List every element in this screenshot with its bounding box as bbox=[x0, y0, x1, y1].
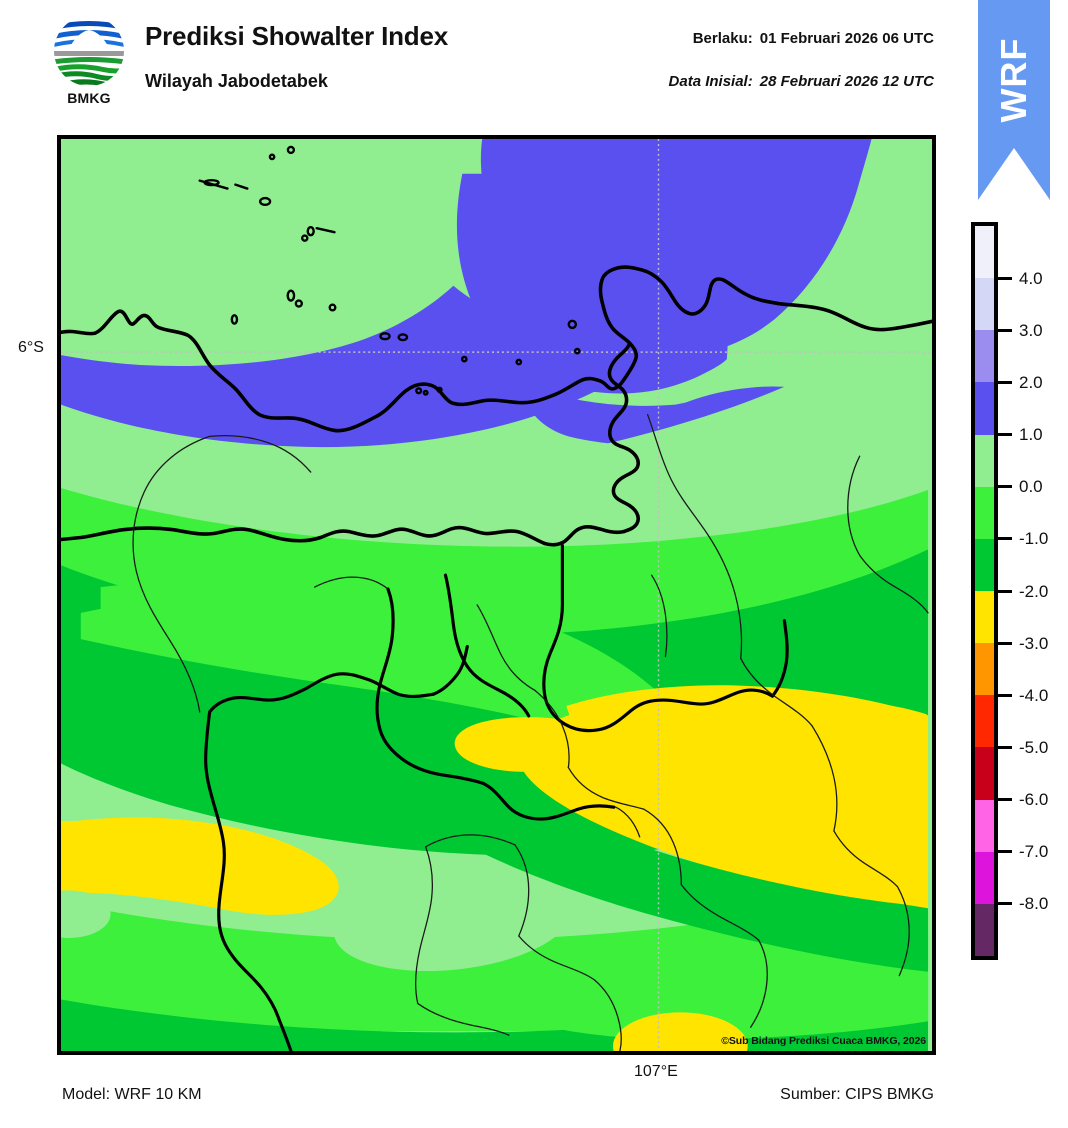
colorbar-tick-label: 4.0 bbox=[1019, 268, 1043, 288]
colorbar-ticks: 4.0 3.0 2.0 1.0 0.0 -1.0 -2.0 -3.0 -4.0 -5.0 -6.0 -… bbox=[998, 222, 1068, 960]
colorbar-band-12 bbox=[975, 851, 994, 904]
colorbar-tick-label: -6.0 bbox=[1019, 790, 1049, 810]
bmkg-logo-label: BMKG bbox=[67, 90, 111, 106]
footer-source: Sumber: CIPS BMKG bbox=[780, 1086, 934, 1103]
colorbar-tick-mark bbox=[998, 798, 1012, 802]
valid-time: Berlaku: 01 Februari 2026 06 UTC bbox=[693, 30, 934, 47]
colorbar-band-3 bbox=[975, 382, 994, 435]
latitude-tick-label: 6°S bbox=[18, 339, 44, 356]
map-canvas bbox=[61, 139, 932, 1051]
colorbar-tick-label: -4.0 bbox=[1019, 685, 1049, 705]
colorbar[interactable] bbox=[971, 222, 998, 960]
colorbar-tick-label: 2.0 bbox=[1019, 372, 1043, 392]
colorbar-band-7 bbox=[975, 590, 994, 644]
colorbar-tick-mark bbox=[998, 850, 1012, 854]
colorbar-tick-label: -7.0 bbox=[1019, 842, 1049, 862]
initial-data-time: Data Inisial: 28 Februari 2026 12 UTC bbox=[669, 73, 934, 90]
admin-border-thin bbox=[132, 413, 929, 1051]
bmkg-logo: BMKG bbox=[47, 14, 131, 106]
contour-band-m2tom1-underyellow bbox=[404, 773, 929, 972]
admin-border-thick bbox=[204, 543, 789, 1051]
islands-group bbox=[198, 145, 581, 396]
colorbar-band-13 bbox=[975, 903, 994, 956]
colorbar-band-5 bbox=[975, 486, 994, 539]
colorbar-tick-mark bbox=[998, 276, 1012, 280]
colorbar-band-8 bbox=[975, 643, 994, 696]
bmkg-logo-mark bbox=[54, 16, 124, 86]
forecast-map[interactable]: ©Sub Bidang Prediksi Cuaca BMKG, 2026 bbox=[57, 135, 936, 1055]
wrf-ribbon-label: WRF bbox=[993, 37, 1034, 123]
colorbar-tick-mark bbox=[998, 380, 1012, 384]
colorbar-tick-mark bbox=[998, 902, 1012, 906]
contour-band-1to2-lowerlobe bbox=[61, 285, 652, 448]
colorbar-band-2 bbox=[975, 330, 994, 383]
coastline-group bbox=[61, 265, 932, 547]
colorbar-tick-mark bbox=[998, 693, 1012, 697]
contour-finger-m3tom2-west bbox=[454, 717, 618, 772]
contour-pocket-m3tom2-west2 bbox=[61, 821, 208, 890]
colorbar-band-4 bbox=[975, 434, 994, 487]
wrf-ribbon-banner: WRF bbox=[978, 0, 1050, 200]
colorbar-tick-label: -3.0 bbox=[1019, 633, 1049, 653]
colorbar-band-10 bbox=[975, 747, 994, 800]
colorbar-tick-mark bbox=[998, 433, 1012, 437]
footer-model: Model: WRF 10 KM bbox=[62, 1086, 202, 1103]
contour-band-0to1-belt bbox=[61, 297, 929, 551]
contour-pocket-m3tom2-southedge bbox=[612, 1012, 748, 1051]
map-credit: ©Sub Bidang Prediksi Cuaca BMKG, 2026 bbox=[721, 1035, 926, 1047]
colorbar-tick-label: -5.0 bbox=[1019, 737, 1049, 757]
valid-time-label: Berlaku: bbox=[692, 30, 753, 47]
colorbar-band-11 bbox=[975, 799, 994, 852]
colorbar-tick-label: -8.0 bbox=[1019, 894, 1049, 914]
contour-pocket-0to1-southwest bbox=[61, 890, 111, 938]
colorbar-tick-label: 0.0 bbox=[1019, 477, 1043, 497]
colorbar-tick-label: 1.0 bbox=[1019, 425, 1043, 445]
colorbar-tick-mark bbox=[998, 537, 1012, 541]
contour-pocket-0to1-southcentral bbox=[334, 873, 571, 972]
colorbar-band-9 bbox=[975, 695, 994, 748]
colorbar-tick-mark bbox=[998, 328, 1012, 332]
page-title: Prediksi Showalter Index bbox=[145, 21, 448, 51]
valid-time-value: 01 Februari 2026 06 UTC bbox=[759, 30, 934, 47]
contour-band-m3tom2-eastlobe bbox=[566, 685, 929, 833]
colorbar-tick-mark bbox=[998, 745, 1012, 749]
initial-data-label: Data Inisial: bbox=[668, 73, 753, 90]
colorbar-band-1 bbox=[975, 278, 994, 331]
colorbar-band-0 bbox=[975, 226, 994, 279]
colorbar-band-6 bbox=[975, 538, 994, 591]
colorbar-tick-mark bbox=[998, 641, 1012, 645]
colorbar-tick-label: -1.0 bbox=[1019, 529, 1049, 549]
colorbar-tick-mark bbox=[998, 589, 1012, 593]
colorbar-tick-label: -2.0 bbox=[1019, 581, 1049, 601]
initial-data-value: 28 Februari 2026 12 UTC bbox=[759, 73, 934, 90]
longitude-tick-label: 107°E bbox=[634, 1063, 678, 1080]
colorbar-tick-mark bbox=[998, 485, 1012, 489]
page-subtitle: Wilayah Jabodetabek bbox=[145, 71, 328, 91]
colorbar-tick-label: 3.0 bbox=[1019, 320, 1043, 340]
